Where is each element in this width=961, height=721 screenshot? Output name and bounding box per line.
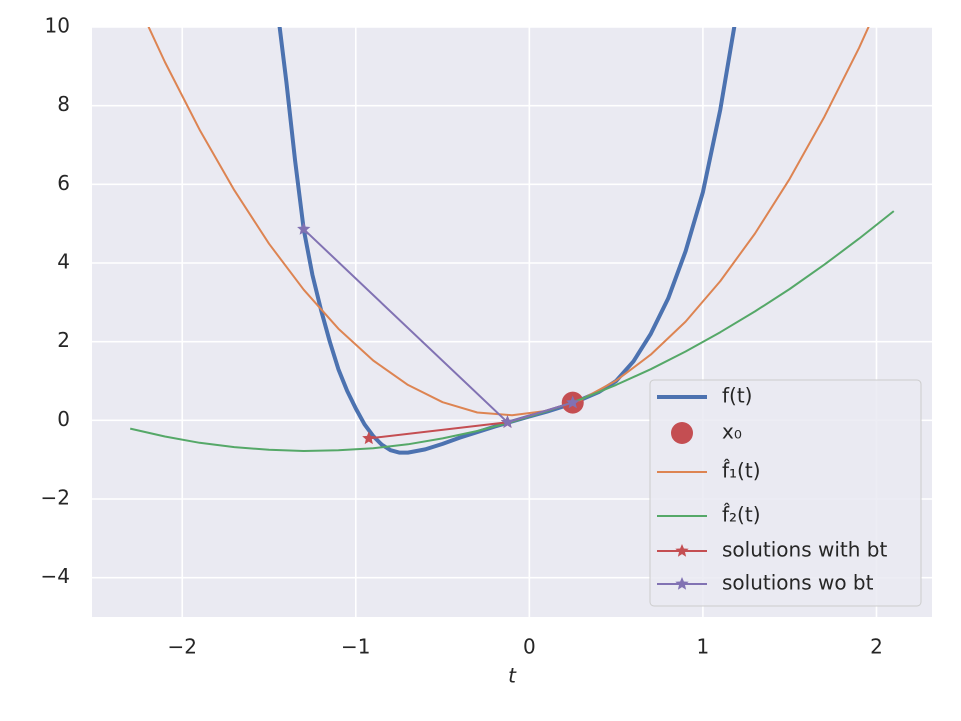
y-tick-label: −4 [41,564,70,588]
star-marker [500,415,515,428]
legend-label: f̂₁(t) [722,459,761,483]
legend-label: x₀ [722,420,742,444]
star-marker [297,222,311,235]
y-tick-label: 0 [57,407,70,431]
x-tick-label: 2 [870,635,883,659]
grid [92,26,932,617]
y-tick-label: 6 [57,171,70,195]
y-tick-label: −2 [41,486,70,510]
series-line [277,27,737,455]
axes: −2 −1 0 1 2 −4 −2 0 2 4 6 8 10 [41,14,883,659]
legend-label: f̂₂(t) [722,503,761,527]
x-axis-label: t [508,664,517,688]
star-marker [675,577,689,590]
x-tick-label: −2 [168,635,197,659]
marks [129,27,895,455]
legend-label: solutions with bt [722,538,887,562]
x-tick-label: −1 [341,635,370,659]
y-tick-label: 10 [45,14,70,38]
legend: f(t) x₀ f̂₁(t) f̂₂(t) solutions with bt solut… [649,379,922,607]
star-marker [675,544,689,557]
x-tick-label: 1 [697,635,710,659]
x-tick-label: 0 [523,635,536,659]
series-line [147,27,870,417]
point [671,422,693,444]
star-marker [362,431,376,445]
y-tick-label: 4 [57,250,70,274]
y-tick-label: 2 [57,328,70,352]
y-tick-label: 8 [57,92,70,116]
legend-box [649,379,922,607]
legend-label: f(t) [722,384,753,408]
star-marker [566,395,580,409]
legend-label: solutions wo bt [722,571,874,595]
